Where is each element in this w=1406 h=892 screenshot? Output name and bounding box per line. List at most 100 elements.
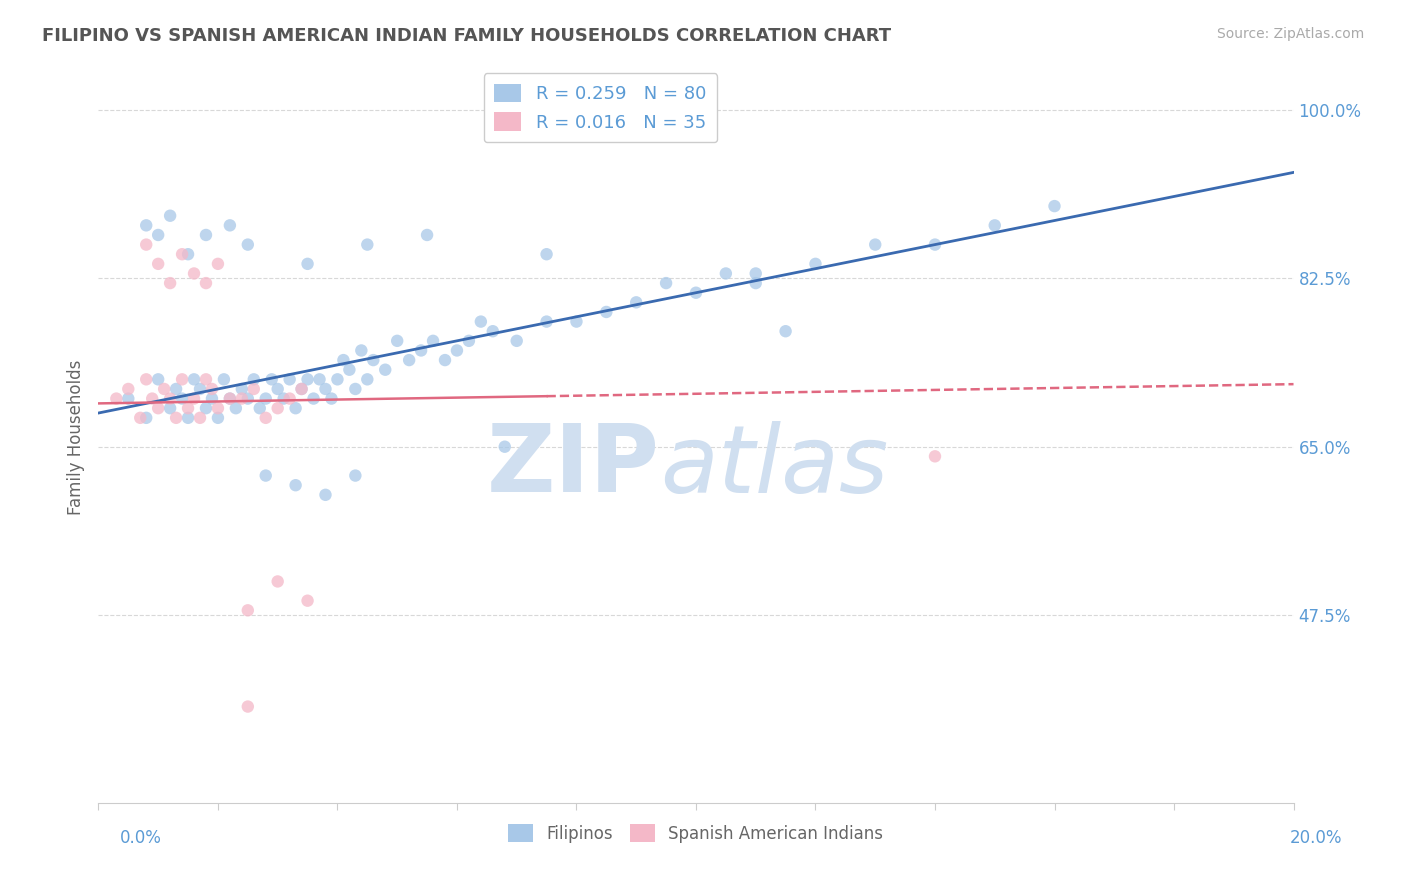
Text: FILIPINO VS SPANISH AMERICAN INDIAN FAMILY HOUSEHOLDS CORRELATION CHART: FILIPINO VS SPANISH AMERICAN INDIAN FAMI… [42, 27, 891, 45]
Point [219, 392, 242, 406]
Point [494, 440, 516, 454]
Point [374, 362, 396, 376]
Point [308, 372, 330, 386]
Point [183, 372, 205, 386]
Point [278, 372, 301, 386]
Point [231, 392, 253, 406]
Point [188, 410, 211, 425]
Point [165, 410, 187, 425]
Point [344, 382, 367, 396]
Point [595, 305, 617, 319]
Point [249, 401, 271, 416]
Point [446, 343, 468, 358]
Text: 20.0%: 20.0% [1291, 829, 1343, 847]
Point [135, 372, 157, 386]
Point [804, 257, 827, 271]
Point [148, 372, 170, 386]
Point [183, 392, 205, 406]
Point [297, 372, 319, 386]
Text: 0.0%: 0.0% [120, 829, 162, 847]
Point [685, 285, 707, 300]
Point [260, 372, 283, 386]
Point [458, 334, 481, 348]
Point [212, 372, 235, 386]
Point [344, 468, 367, 483]
Point [321, 392, 343, 406]
Point [159, 276, 181, 290]
Point [236, 392, 259, 406]
Point [422, 334, 444, 348]
Point [984, 219, 1007, 233]
Point [291, 382, 314, 396]
Point [273, 392, 295, 406]
Point [254, 392, 277, 406]
Point [302, 392, 325, 406]
Point [243, 372, 266, 386]
Point [117, 392, 139, 406]
Point [236, 603, 259, 617]
Point [326, 372, 349, 386]
Point [236, 237, 259, 252]
Point [254, 468, 277, 483]
Point [924, 450, 946, 464]
Point [356, 372, 378, 386]
Point [243, 382, 266, 396]
Point [356, 237, 378, 252]
Point [207, 401, 229, 416]
Point [172, 247, 194, 261]
Point [201, 392, 224, 406]
Point [105, 392, 128, 406]
Point [195, 401, 218, 416]
Point [177, 247, 200, 261]
Point [865, 237, 887, 252]
Point [135, 219, 157, 233]
Text: atlas: atlas [661, 421, 889, 512]
Point [398, 353, 420, 368]
Point [745, 267, 768, 281]
Point [159, 209, 181, 223]
Point [315, 382, 337, 396]
Point [626, 295, 648, 310]
Point [172, 372, 194, 386]
Y-axis label: Family Households: Family Households [66, 359, 84, 515]
Point [924, 237, 946, 252]
Point [1043, 199, 1066, 213]
Point [219, 219, 242, 233]
Point [278, 392, 301, 406]
Point [434, 353, 457, 368]
Text: ZIP: ZIP [488, 420, 661, 512]
Point [363, 353, 385, 368]
Point [153, 382, 176, 396]
Point [267, 401, 290, 416]
Point [482, 324, 505, 338]
Point [536, 315, 558, 329]
Point [332, 353, 354, 368]
Point [267, 574, 290, 589]
Point [565, 315, 588, 329]
Point [416, 227, 439, 242]
Point [195, 227, 218, 242]
Point [267, 382, 290, 396]
Point [207, 257, 229, 271]
Point [284, 401, 307, 416]
Point [470, 315, 492, 329]
Point [411, 343, 433, 358]
Text: Source: ZipAtlas.com: Source: ZipAtlas.com [1216, 27, 1364, 41]
Point [655, 276, 678, 290]
Point [284, 478, 307, 492]
Point [159, 401, 181, 416]
Point [350, 343, 373, 358]
Point [291, 382, 314, 396]
Point [297, 593, 319, 607]
Point [159, 392, 181, 406]
Point [225, 401, 247, 416]
Point [172, 392, 194, 406]
Point [714, 267, 737, 281]
Point [148, 257, 170, 271]
Point [195, 372, 218, 386]
Point [135, 410, 157, 425]
Point [177, 410, 200, 425]
Point [236, 699, 259, 714]
Point [195, 276, 218, 290]
Point [385, 334, 409, 348]
